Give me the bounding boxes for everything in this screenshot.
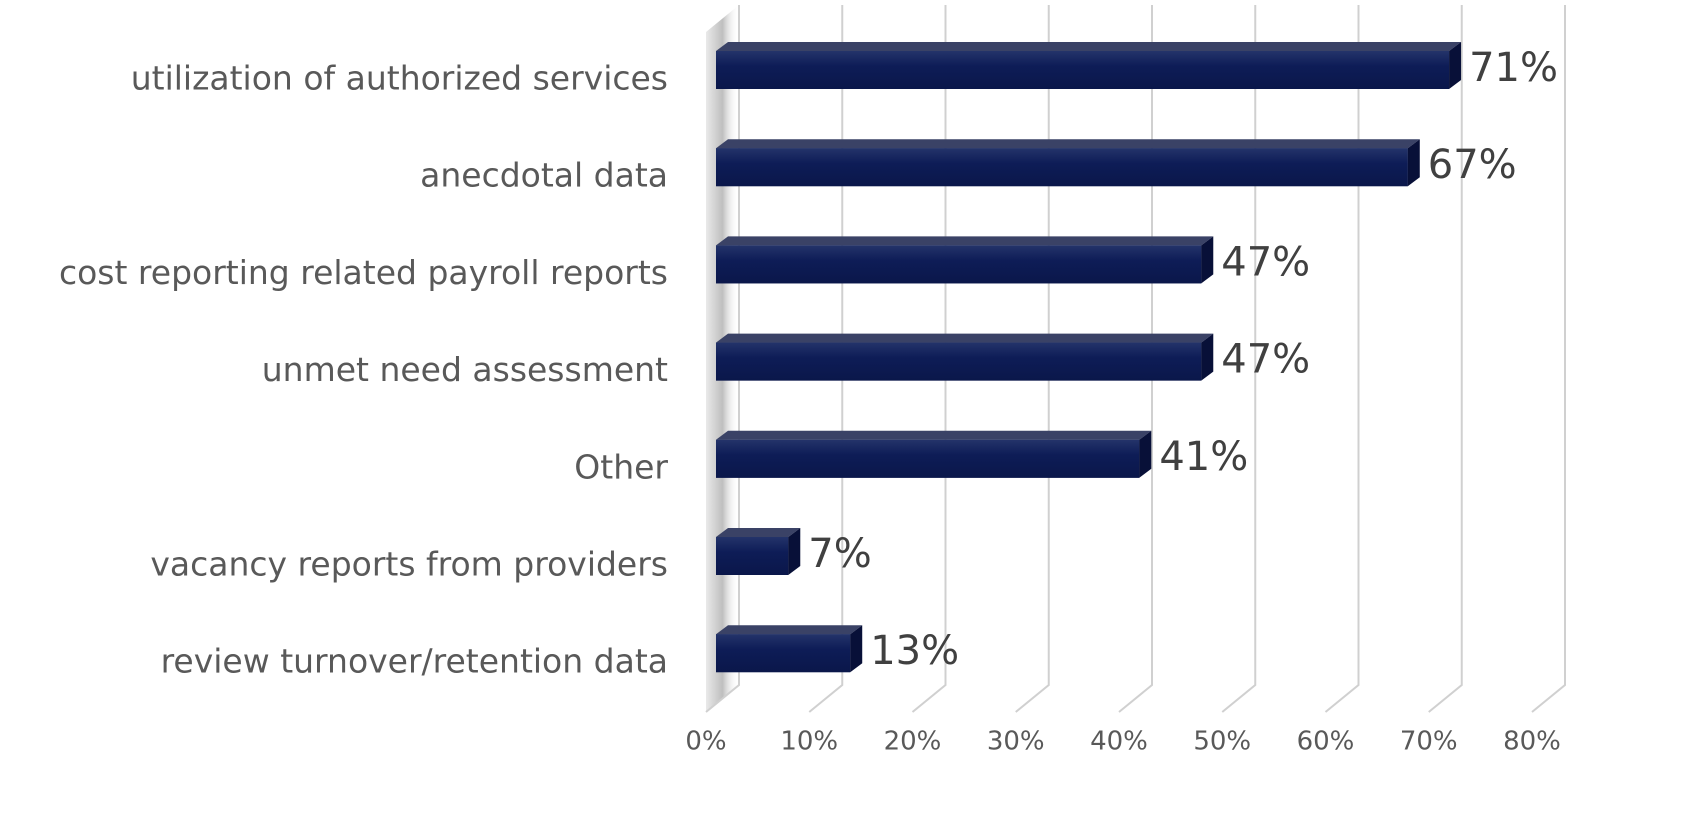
x-tick-label: 40% (1090, 727, 1148, 757)
category-label: unmet need assessment (262, 350, 668, 389)
x-tick-label: 30% (987, 727, 1045, 757)
category-label: Other (574, 447, 668, 486)
bar-side (1201, 333, 1214, 381)
category-label: review turnover/retention data (161, 642, 668, 681)
bar-side (1407, 139, 1420, 187)
grid-line (1428, 5, 1463, 713)
value-label: 13% (870, 628, 959, 674)
grid-line (1531, 5, 1566, 713)
value-label: 47% (1221, 239, 1310, 285)
bar-shade (716, 342, 1202, 381)
category-label: anecdotal data (420, 156, 668, 195)
x-tick-label: 70% (1400, 727, 1458, 757)
x-tick-label: 50% (1193, 727, 1251, 757)
x-tick-label: 80% (1503, 727, 1561, 757)
bar-top (716, 139, 1420, 149)
value-label: 47% (1221, 337, 1310, 383)
grid-line (1221, 5, 1257, 713)
bar-shade (716, 148, 1408, 187)
bar-side (1139, 430, 1152, 478)
grid-line (1118, 5, 1153, 713)
bar-shade (716, 51, 1450, 89)
grid-line (1324, 5, 1360, 713)
x-tick-label: 20% (884, 727, 942, 757)
bar-shade (716, 245, 1202, 284)
x-tick-label: 60% (1297, 727, 1355, 757)
value-label: 67% (1428, 142, 1517, 188)
bar-side (850, 625, 863, 673)
x-tick-label: 0% (685, 727, 726, 757)
grid-line (808, 5, 844, 713)
bar-shade (716, 634, 851, 673)
value-label: 41% (1159, 434, 1248, 480)
bar-side (1201, 236, 1214, 284)
category-label: utilization of authorized services (131, 59, 668, 98)
bar-shade (716, 439, 1140, 478)
grid-line (911, 5, 947, 713)
category-label: cost reporting related payroll reports (59, 253, 668, 292)
bar-top (716, 42, 1462, 51)
bar-top (716, 528, 801, 537)
value-label: 7% (808, 531, 871, 577)
grid-line (1015, 5, 1050, 713)
bar-side (788, 528, 801, 575)
bar-top (716, 236, 1214, 246)
bar-shade (716, 537, 789, 575)
bar-top (716, 333, 1214, 343)
bar-top (716, 625, 863, 635)
grid-line (705, 5, 740, 713)
category-label: vacancy reports from providers (150, 545, 668, 584)
bar-top (716, 430, 1152, 440)
value-label: 71% (1469, 45, 1558, 91)
x-tick-label: 10% (780, 727, 838, 757)
bar-side (1449, 42, 1462, 89)
